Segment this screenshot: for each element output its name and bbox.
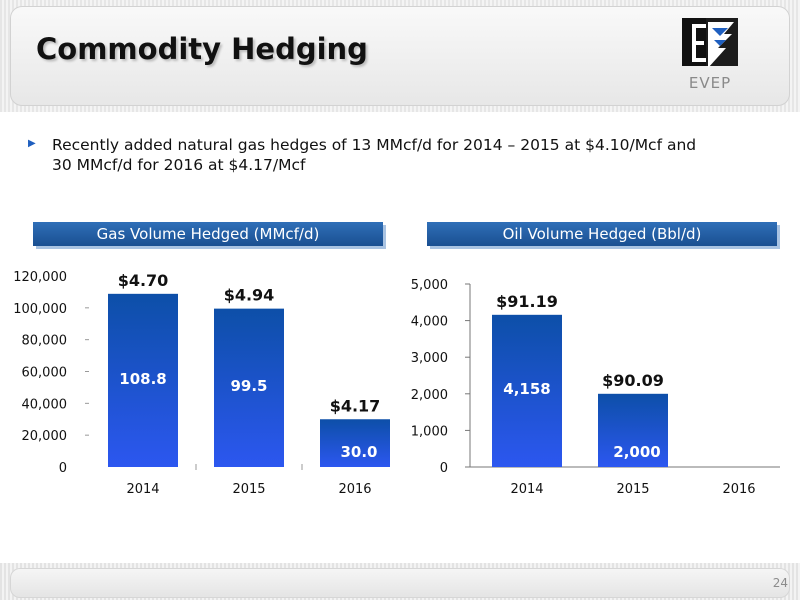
gas-chart-title: Gas Volume Hedged (MMcf/d) [33, 222, 383, 246]
gas-y-tick-label: 0 [59, 461, 67, 476]
oil-bar-2015 [598, 393, 668, 467]
gas-bar-2014 [108, 293, 178, 467]
header-panel [10, 6, 790, 106]
oil-category-label: 2015 [616, 482, 649, 497]
gas-bar-2016 [320, 419, 390, 467]
gas-bar-2015 [214, 308, 284, 467]
gas-bar-label: 108.8 [119, 370, 166, 388]
oil-bar-label: 2,000 [613, 443, 660, 461]
gas-price-label: $4.94 [224, 286, 275, 305]
gas-price-label: $4.70 [118, 271, 169, 290]
oil-price-label: $91.19 [496, 292, 558, 311]
gas-y-tick-label: 80,000 [22, 334, 68, 349]
gas-bar-label: 30.0 [340, 443, 377, 461]
logo-text: EVEP [688, 74, 732, 92]
oil-price-label: $90.09 [602, 371, 664, 390]
footer-panel [10, 568, 790, 598]
oil-bar-2014 [492, 314, 562, 467]
oil-chart-title: Oil Volume Hedged (Bbl/d) [427, 222, 777, 246]
oil-y-tick-label: 1,000 [411, 424, 448, 439]
gas-y-tick-label: 100,000 [13, 302, 67, 317]
gas-y-tick-label: 120,000 [13, 270, 67, 285]
oil-bar-label: 4,158 [503, 380, 550, 398]
gas-category-label: 2014 [126, 482, 159, 497]
oil-y-tick-label: 2,000 [411, 388, 448, 403]
bullet-text: Recently added natural gas hedges of 13 … [52, 136, 697, 174]
gas-bar-label: 99.5 [230, 377, 267, 395]
gas-y-tick-label: 20,000 [22, 429, 68, 444]
page-number: 24 [772, 576, 788, 590]
logo-mark-icon [682, 18, 738, 68]
gas-y-tick-label: 40,000 [22, 397, 68, 412]
oil-y-tick-label: 3,000 [411, 351, 448, 366]
slide-title: Commodity Hedging [36, 32, 368, 66]
gas-y-tick-label: 60,000 [22, 366, 68, 381]
oil-y-tick-label: 5,000 [411, 278, 448, 293]
oil-y-tick-label: 4,000 [411, 315, 448, 330]
oil-y-tick-label: 0 [440, 461, 448, 476]
oil-category-label: 2016 [722, 482, 755, 497]
bullet-arrow-icon: ▶ [28, 138, 36, 149]
evep-logo: EVEP [668, 14, 752, 96]
gas-category-label: 2015 [232, 482, 265, 497]
gas-price-label: $4.17 [330, 396, 381, 415]
oil-category-label: 2014 [510, 482, 543, 497]
gas-category-label: 2016 [338, 482, 371, 497]
